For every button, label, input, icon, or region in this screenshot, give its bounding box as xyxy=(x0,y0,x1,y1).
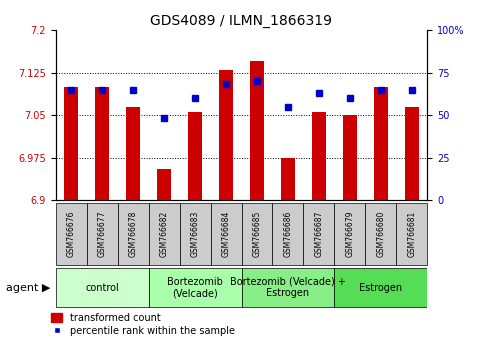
FancyBboxPatch shape xyxy=(303,203,334,264)
Bar xyxy=(343,115,357,200)
Text: GSM766676: GSM766676 xyxy=(67,210,75,257)
Bar xyxy=(374,87,388,200)
Text: GSM766686: GSM766686 xyxy=(284,210,293,257)
Bar xyxy=(250,61,264,200)
FancyBboxPatch shape xyxy=(334,268,427,307)
Bar xyxy=(312,112,326,200)
FancyBboxPatch shape xyxy=(366,203,397,264)
FancyBboxPatch shape xyxy=(117,203,149,264)
FancyBboxPatch shape xyxy=(242,268,334,307)
FancyBboxPatch shape xyxy=(56,203,86,264)
Bar xyxy=(188,112,202,200)
Text: agent ▶: agent ▶ xyxy=(6,282,51,293)
Bar xyxy=(64,87,78,200)
Text: GSM766684: GSM766684 xyxy=(222,210,230,257)
FancyBboxPatch shape xyxy=(272,203,303,264)
Text: GSM766680: GSM766680 xyxy=(376,210,385,257)
Legend: transformed count, percentile rank within the sample: transformed count, percentile rank withi… xyxy=(51,313,235,336)
Text: GSM766683: GSM766683 xyxy=(190,210,199,257)
FancyBboxPatch shape xyxy=(180,203,211,264)
FancyBboxPatch shape xyxy=(86,203,117,264)
Text: Bortezomib
(Velcade): Bortezomib (Velcade) xyxy=(167,277,223,298)
Bar xyxy=(219,70,233,200)
Text: GSM766681: GSM766681 xyxy=(408,211,416,257)
FancyBboxPatch shape xyxy=(211,203,242,264)
Bar xyxy=(126,107,140,200)
Text: control: control xyxy=(85,282,119,293)
Text: GSM766687: GSM766687 xyxy=(314,210,324,257)
Text: GSM766677: GSM766677 xyxy=(98,210,107,257)
Text: GDS4089 / ILMN_1866319: GDS4089 / ILMN_1866319 xyxy=(151,14,332,28)
FancyBboxPatch shape xyxy=(242,203,272,264)
Bar xyxy=(405,107,419,200)
FancyBboxPatch shape xyxy=(149,268,242,307)
FancyBboxPatch shape xyxy=(56,268,149,307)
Bar xyxy=(281,158,295,200)
Text: GSM766682: GSM766682 xyxy=(159,211,169,257)
Bar xyxy=(157,169,171,200)
FancyBboxPatch shape xyxy=(334,203,366,264)
Text: GSM766678: GSM766678 xyxy=(128,210,138,257)
Text: Estrogen: Estrogen xyxy=(359,282,402,293)
Bar xyxy=(95,87,109,200)
FancyBboxPatch shape xyxy=(397,203,427,264)
Text: Bortezomib (Velcade) +
Estrogen: Bortezomib (Velcade) + Estrogen xyxy=(230,277,346,298)
Text: GSM766679: GSM766679 xyxy=(345,210,355,257)
Text: GSM766685: GSM766685 xyxy=(253,210,261,257)
FancyBboxPatch shape xyxy=(149,203,180,264)
